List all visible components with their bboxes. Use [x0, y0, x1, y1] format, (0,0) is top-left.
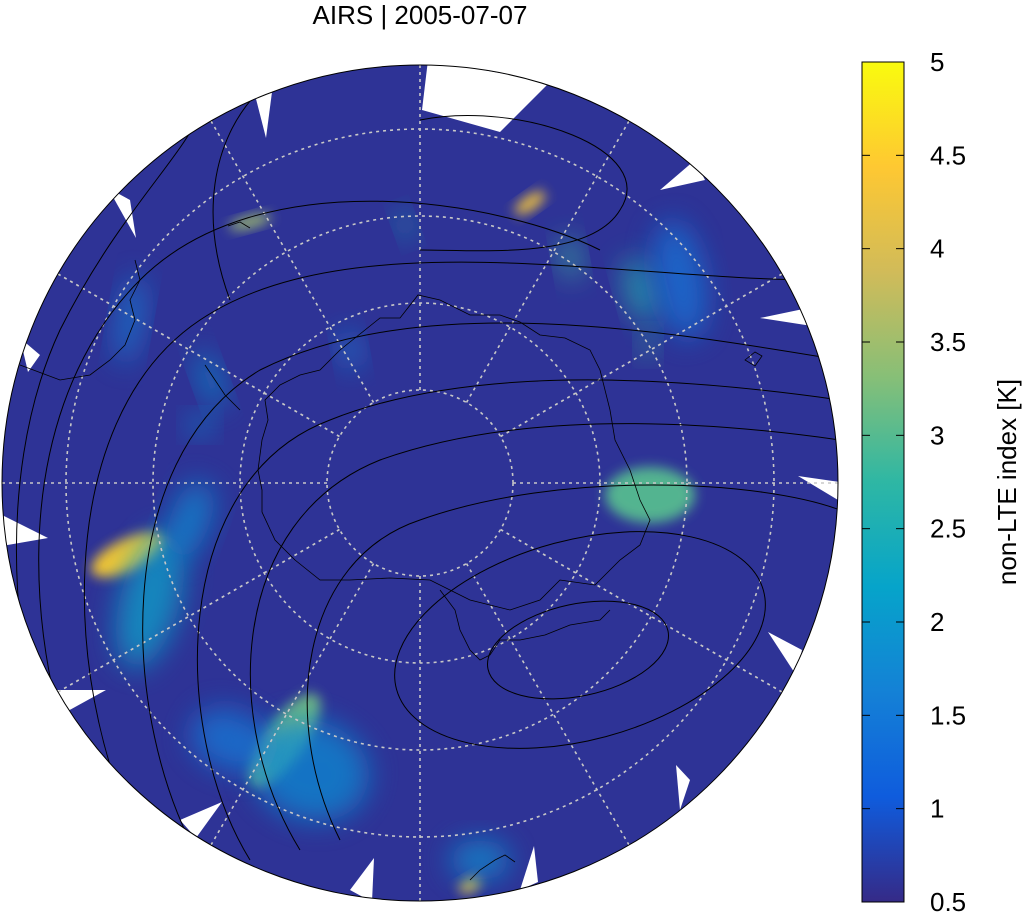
hotspot-west — [166, 481, 214, 559]
hotspot-bottom — [459, 876, 481, 894]
hotspot-lower-left — [251, 718, 369, 822]
coastline — [19, 259, 141, 381]
coastlines — [19, 221, 763, 881]
hotspot-west — [115, 531, 185, 669]
contour-line — [212, 89, 261, 301]
colorbar-tick-label: 5 — [930, 47, 944, 77]
latitude-circle — [152, 215, 688, 751]
swath-gap — [520, 846, 538, 890]
hotspot-bottom — [450, 840, 510, 880]
colorbar-tick-label: 4 — [930, 234, 944, 264]
hotspot-upper-left — [115, 275, 145, 365]
contour-line — [419, 115, 628, 252]
coastline — [469, 854, 516, 881]
colorbar-tick-label: 4.5 — [930, 140, 966, 170]
lat-lon-grid — [2, 65, 838, 901]
contour-line — [306, 484, 838, 841]
colorbar-gradient — [861, 61, 905, 903]
hotspot-lower-left — [191, 708, 269, 772]
hotspot-upper-left — [196, 351, 224, 409]
hotspot-upper-right — [514, 191, 546, 215]
meridian-line — [465, 563, 631, 848]
contour-line — [142, 322, 838, 861]
swath-gap — [760, 308, 812, 326]
hotspot-upper-left — [228, 213, 272, 231]
meridian-line — [500, 528, 785, 694]
hotspot-upper-right — [640, 333, 656, 357]
swath-gap — [768, 632, 802, 675]
swath-gap — [255, 92, 272, 138]
hotspot-upper-right — [623, 256, 657, 324]
contour-line — [394, 531, 766, 749]
colorbar-ticks: 0.5 1 1.5 2 2.5 3 3.5 4 4.5 5 — [862, 47, 966, 912]
chart-title: AIRS | 2005-07-07 — [313, 0, 528, 30]
colorbar: 0.5 1 1.5 2 2.5 3 3.5 4 4.5 5 non-LTE index [K] — [861, 47, 1022, 912]
colorbar-tick-label: 3 — [930, 420, 944, 450]
meridian-line — [55, 528, 340, 694]
map-border — [1, 64, 839, 902]
meridian-line — [209, 118, 375, 403]
meridian-line — [500, 272, 785, 438]
coastline — [227, 221, 251, 229]
colorbar-tick-label: 1.5 — [930, 700, 966, 730]
swath-gap — [350, 858, 374, 901]
meridian-line — [465, 118, 631, 403]
swath-gap — [798, 476, 838, 500]
contour-line — [83, 261, 821, 861]
colorbar-tick-label: 2 — [930, 607, 944, 637]
contour-line — [249, 423, 838, 851]
hotspot-upper-right — [559, 236, 581, 280]
colorbar-tick-label: 2.5 — [930, 514, 966, 544]
swath-gap — [180, 802, 222, 838]
colorbar-tick-label: 1 — [930, 794, 944, 824]
colorbar-tick-label: 3.5 — [930, 327, 966, 357]
contour-line — [487, 600, 669, 700]
colorbar-tick-label: 0.5 — [930, 887, 966, 912]
swath-gap — [2, 515, 48, 546]
meridian-line — [209, 563, 375, 848]
coastline — [744, 351, 763, 367]
hotspot-right — [653, 220, 707, 340]
map-area — [2, 65, 838, 901]
contour-line — [196, 379, 838, 861]
hotspot-right — [605, 467, 695, 523]
swath-gap — [676, 765, 690, 810]
coastline — [439, 589, 611, 661]
hotspot-layer — [91, 191, 707, 894]
swath-gap — [422, 65, 550, 132]
meridian-line — [55, 272, 340, 438]
coastline — [204, 364, 241, 411]
map-background — [2, 65, 838, 901]
hotspot-upper-right — [396, 211, 414, 239]
swath-gap — [108, 188, 136, 238]
swath-gaps — [2, 65, 838, 901]
colorbar-label: non-LTE index [K] — [992, 379, 1022, 585]
coastline — [257, 294, 651, 611]
